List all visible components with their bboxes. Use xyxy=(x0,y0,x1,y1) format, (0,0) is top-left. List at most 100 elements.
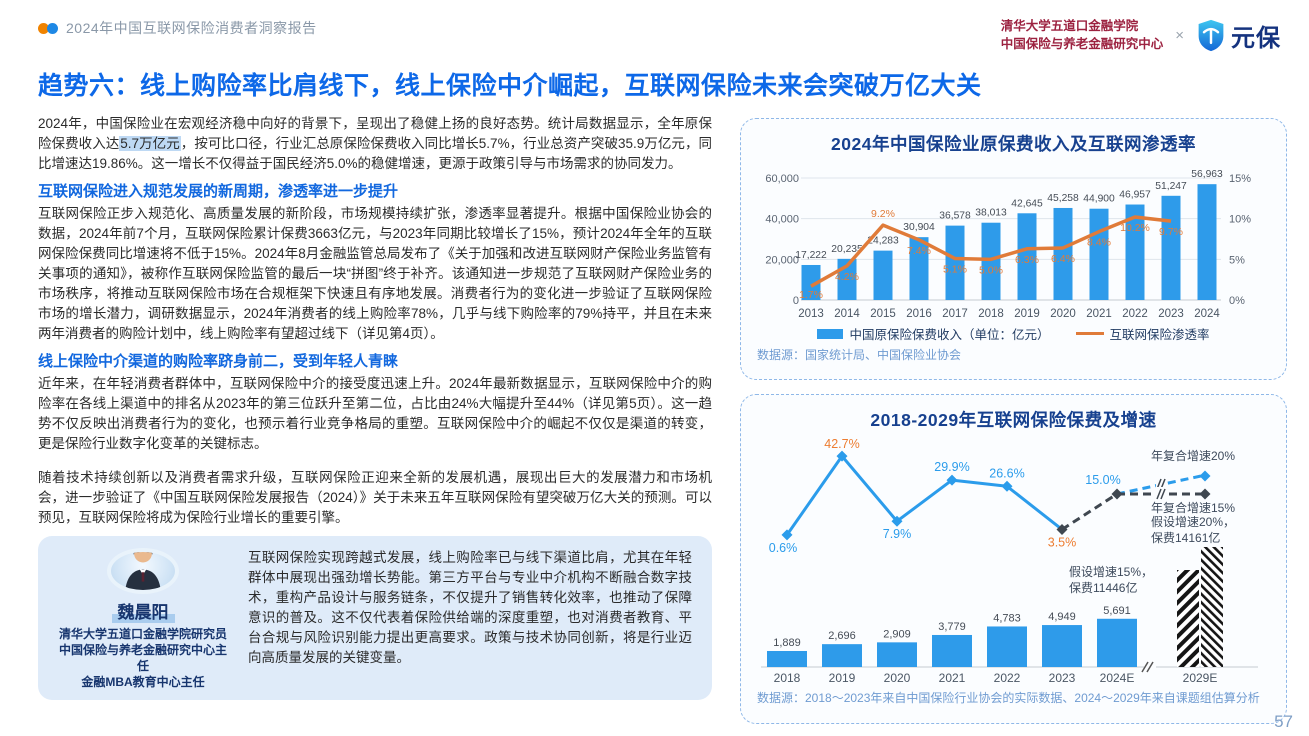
expert-quote-card: 魏晨阳 清华大学五道口金融学院研究员 中国保险与养老金融研究中心主任 金融MBA… xyxy=(38,536,712,700)
p1-text-after: ，按可比口径，行业汇总原保险保费收入同比增长5.7%，行业总资产突破35.9万亿… xyxy=(38,136,713,171)
yuanbao-logo: 元保 xyxy=(1196,18,1281,53)
expert-name: 魏晨阳 xyxy=(111,598,175,623)
svg-text:9.2%: 9.2% xyxy=(871,208,895,220)
premium-growth-chart: 1,889 2018 2,696 2019 2,909 2020 3,779 2021 4,78… xyxy=(761,437,1258,685)
page-number: 57 xyxy=(1274,712,1293,731)
brand-dots-icon xyxy=(38,22,58,34)
svg-text:45,258: 45,258 xyxy=(1047,193,1079,204)
svg-text:2023: 2023 xyxy=(1049,671,1076,685)
svg-text:2020: 2020 xyxy=(884,671,911,685)
svg-text:年复合增速15%: 年复合增速15% xyxy=(1151,500,1235,515)
svg-text:2016: 2016 xyxy=(906,308,932,320)
svg-text:2014: 2014 xyxy=(834,308,860,320)
report-title: 2024年中国互联网保险消费者洞察报告 xyxy=(66,20,317,36)
expert-title-1: 清华大学五道口金融学院研究员 xyxy=(58,627,227,641)
bar-series-label: 中国原保险保费收入（单位：亿元） xyxy=(849,328,1050,342)
svg-text:26.6%: 26.6% xyxy=(989,466,1024,480)
svg-text:6.3%: 6.3% xyxy=(1015,254,1039,266)
svg-text:0%: 0% xyxy=(1229,295,1245,307)
svg-text:1.7%: 1.7% xyxy=(799,289,823,301)
svg-text:5,691: 5,691 xyxy=(1103,605,1131,617)
svg-text:2019: 2019 xyxy=(829,671,856,685)
svg-text:0.6%: 0.6% xyxy=(769,541,798,555)
svg-text:2023: 2023 xyxy=(1158,308,1184,320)
subheading-1: 互联网保险进入规范发展的新周期，渗透率进一步提升 xyxy=(38,183,399,200)
subheading-2: 线上保险中介渠道的购险率跻身前二，受到年轻人青睐 xyxy=(38,353,399,370)
svg-text:5.1%: 5.1% xyxy=(943,264,967,276)
svg-text:42,645: 42,645 xyxy=(1011,198,1043,209)
svg-text:2015: 2015 xyxy=(870,308,896,320)
organization-name: 清华大学五道口金融学院 中国保险与养老金融研究中心 xyxy=(1001,18,1164,53)
svg-text:20,235: 20,235 xyxy=(831,244,863,255)
person-portrait-icon xyxy=(125,552,161,590)
paragraph-3: 近年来，在年轻消费者群体中，互联网保险中介的接受度迅速上升。2024年最新数据显… xyxy=(38,376,712,451)
chart-panel-premium-income: 2024年中国保险业原保费收入及互联网渗透率 0 20,000 40,000 60,0… xyxy=(740,118,1287,380)
svg-text:44,900: 44,900 xyxy=(1083,194,1115,205)
svg-text:5.0%: 5.0% xyxy=(979,264,1003,276)
svg-text:10%: 10% xyxy=(1229,214,1251,226)
svg-text:1,889: 1,889 xyxy=(773,637,801,649)
org-line-2: 中国保险与养老金融研究中心 xyxy=(1000,36,1164,51)
svg-text:24,283: 24,283 xyxy=(867,236,899,247)
svg-text:2024: 2024 xyxy=(1194,308,1220,320)
expert-quote-text: 互联网保险实现跨越式发展，线上购险率已与线下渠道比肩，尤其在年轻群体中展现出强劲… xyxy=(248,550,692,665)
svg-text:9.7%: 9.7% xyxy=(1159,226,1183,238)
svg-text:2017: 2017 xyxy=(942,308,968,320)
cross-separator: × xyxy=(1175,27,1184,44)
svg-text:3.5%: 3.5% xyxy=(1048,535,1077,549)
svg-text:17,222: 17,222 xyxy=(795,250,827,261)
svg-text:假设增速15%，: 假设增速15%， xyxy=(1069,565,1153,579)
org-line-1: 清华大学五道口金融学院 xyxy=(1000,19,1139,33)
svg-text:2019: 2019 xyxy=(1014,308,1040,320)
shield-logo-icon xyxy=(1198,19,1224,52)
svg-text:30,904: 30,904 xyxy=(903,222,935,233)
svg-text:2022: 2022 xyxy=(1122,308,1148,320)
svg-text:2013: 2013 xyxy=(798,308,824,320)
svg-text:2,909: 2,909 xyxy=(883,628,911,640)
line-series-swatch xyxy=(1075,332,1104,335)
svg-text:8.4%: 8.4% xyxy=(1087,237,1111,249)
svg-text:2021: 2021 xyxy=(1086,308,1112,320)
svg-text:29.9%: 29.9% xyxy=(934,460,969,474)
svg-text:2,696: 2,696 xyxy=(828,630,856,642)
svg-text:2018: 2018 xyxy=(978,308,1004,320)
avatar xyxy=(107,548,179,594)
chart2-source: 数据源：2018～2023年来自中国保险行业协会的实际数据、2024～2029年… xyxy=(757,691,1260,705)
expert-profile: 魏晨阳 清华大学五道口金融学院研究员 中国保险与养老金融研究中心主任 金融MBA… xyxy=(54,548,232,690)
svg-text:60,000: 60,000 xyxy=(765,173,799,185)
svg-text:3,779: 3,779 xyxy=(938,621,966,633)
svg-text:保费11446亿: 保费11446亿 xyxy=(1069,580,1137,595)
svg-text:年复合增速20%: 年复合增速20% xyxy=(1151,448,1235,463)
svg-text:51,247: 51,247 xyxy=(1155,181,1187,192)
page-title: 趋势六：线上购险率比肩线下，线上保险中介崛起，互联网保险未来会突破万亿大关 xyxy=(38,72,982,100)
svg-text:7.9%: 7.9% xyxy=(883,527,912,541)
svg-text:0: 0 xyxy=(793,295,799,307)
body-column: 2024年，中国保险业在宏观经济稳中向好的背景下，呈现出了稳健上扬的良好态势。统… xyxy=(38,114,712,700)
page-header: 2024年中国互联网保险消费者洞察报告 清华大学五道口金融学院 中国保险与养老金… xyxy=(38,18,1281,53)
chart-panel-premium-growth: 2018-2029年互联网保险保费及增速 1,889 2018 2,696 2019 2… xyxy=(740,394,1287,724)
svg-text:2020: 2020 xyxy=(1050,308,1076,320)
svg-text:2021: 2021 xyxy=(939,671,966,685)
chart1-legend: 中国原保险保费收入（单位：亿元） 互联网保险渗透率 xyxy=(753,324,1274,343)
svg-text:4.2%: 4.2% xyxy=(835,271,859,283)
svg-text:2022: 2022 xyxy=(994,671,1021,685)
svg-text:4,783: 4,783 xyxy=(993,612,1021,624)
charts-column: 2024年中国保险业原保费收入及互联网渗透率 0 20,000 40,000 60,0… xyxy=(740,118,1287,724)
svg-text:36,578: 36,578 xyxy=(939,211,971,222)
chart1-title: 2024年中国保险业原保费收入及互联网渗透率 xyxy=(831,134,1196,154)
svg-text:7.4%: 7.4% xyxy=(907,245,931,257)
svg-text:46,957: 46,957 xyxy=(1119,190,1151,201)
expert-title-3: 金融MBA教育中心主任 xyxy=(81,675,205,689)
paragraph-1: 2024年，中国保险业在宏观经济稳中向好的背景下，呈现出了稳健上扬的良好态势。统… xyxy=(38,114,712,174)
premium-income-combo-chart: 0 20,000 40,000 60,000 0% 5% 10% 15% 17,222 2013 2… xyxy=(765,169,1251,320)
svg-text:42.7%: 42.7% xyxy=(824,437,859,451)
svg-text:6.4%: 6.4% xyxy=(1051,253,1075,265)
svg-text:10.2%: 10.2% xyxy=(1120,222,1150,234)
svg-text:38,013: 38,013 xyxy=(975,208,1007,219)
svg-text:5%: 5% xyxy=(1229,254,1245,266)
p1-text: 2024年，中国保险业在宏观经济稳中向好的背景下，呈现出了稳健上扬的良好态势。统… xyxy=(38,116,712,151)
svg-text:2029E: 2029E xyxy=(1183,671,1218,685)
svg-text:20,000: 20,000 xyxy=(765,254,799,266)
svg-text:2018: 2018 xyxy=(774,671,801,685)
svg-text:15%: 15% xyxy=(1229,173,1251,185)
